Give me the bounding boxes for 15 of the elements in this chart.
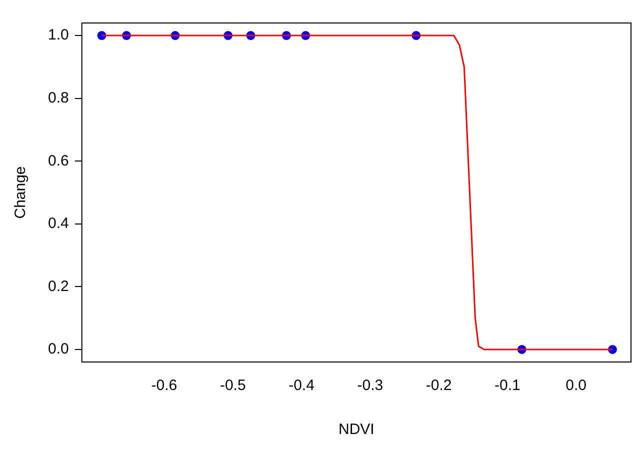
x-tick-label: -0.3 [357,377,384,394]
y-tick-label: 0.2 [48,278,69,295]
x-tick-label: -0.4 [288,377,314,394]
x-tick-label: -0.6 [151,377,178,394]
y-axis-title: Change [12,166,30,219]
y-tick-label: 0.0 [48,340,69,358]
x-tick-label: 0.0 [566,377,587,394]
y-tick-label: 0.4 [48,215,69,232]
x-tick-label: -0.5 [220,377,246,394]
x-tick-label: -0.2 [426,377,452,394]
x-axis-title: NDVI [338,421,374,438]
y-tick-label: 0.8 [48,89,69,106]
y-tick-label: 0.6 [48,152,69,170]
x-tick-label: -0.1 [494,377,520,394]
y-tick-label: 1.0 [48,26,69,44]
